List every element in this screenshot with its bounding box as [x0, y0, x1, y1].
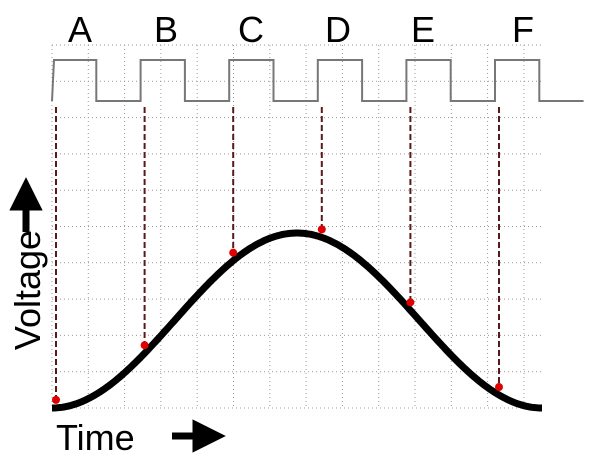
- clock-label: E: [411, 9, 435, 50]
- sample-point: [406, 298, 415, 307]
- sample-point: [317, 225, 326, 234]
- sample-point: [495, 383, 503, 392]
- sample-point: [52, 395, 60, 404]
- samples: [52, 107, 503, 404]
- sample-point: [140, 341, 149, 350]
- y-arrow: [9, 177, 43, 232]
- clock-label: A: [68, 9, 92, 50]
- clock-label: D: [325, 9, 351, 50]
- clock-label: F: [512, 9, 534, 50]
- clock-label: C: [238, 9, 264, 50]
- labels: A B C D E F: [68, 9, 534, 50]
- square-wave: [51, 59, 584, 102]
- x-arrow: [172, 419, 226, 453]
- y-axis-label: Voltage: [7, 230, 48, 350]
- grid: [51, 44, 542, 409]
- sample-point: [229, 248, 238, 257]
- x-axis-label: Time: [56, 417, 135, 458]
- clock-label: B: [154, 9, 178, 50]
- sine-wave: [52, 229, 542, 412]
